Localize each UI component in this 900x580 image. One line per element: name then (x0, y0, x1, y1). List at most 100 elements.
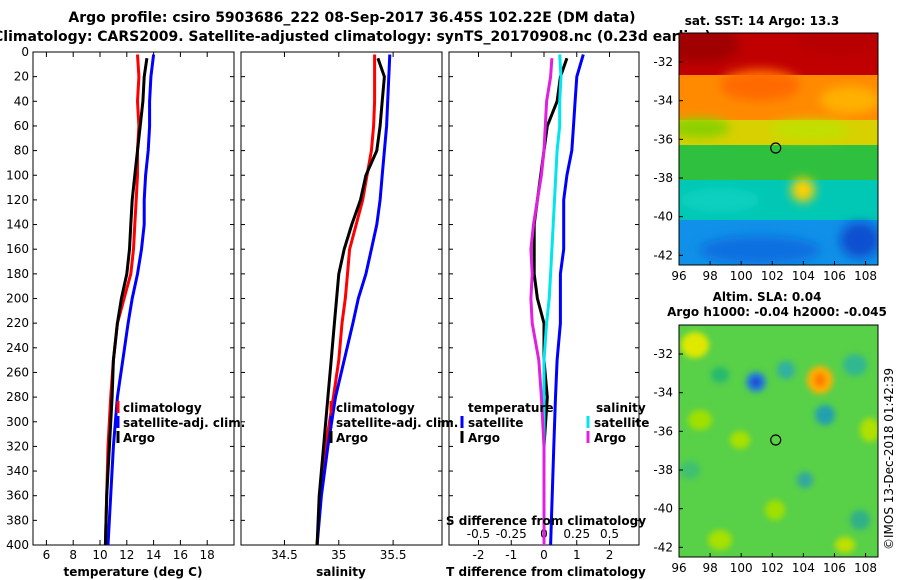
legend-label-argo: Argo (336, 431, 368, 445)
depth-tick-label: 180 (6, 267, 29, 281)
map-y-tick-label: -36 (653, 424, 673, 438)
depth-tick-label: 40 (14, 94, 29, 108)
map-x-tick-label: 100 (730, 561, 753, 575)
salinity-panel-frame (240, 51, 443, 546)
x-tick-label: -2 (472, 548, 484, 562)
depth-tick-label: 60 (14, 119, 29, 133)
map-x-tick-label: 106 (823, 561, 846, 575)
x-tick-label: 0 (540, 548, 548, 562)
x-tick-label: 14 (146, 548, 161, 562)
map-y-tick-label: -32 (653, 347, 673, 361)
depth-tick-label: 120 (6, 193, 29, 207)
depth-tick-label: 380 (6, 513, 29, 527)
map-x-tick-label: 104 (792, 561, 815, 575)
legend-label-s-satellite: satellite (594, 416, 649, 430)
legend-label-satellite-adj: satellite-adj. clim. (123, 416, 245, 430)
depth-tick-label: 160 (6, 242, 29, 256)
x-tick-label: 18 (200, 548, 215, 562)
map-x-tick-label: 102 (761, 269, 784, 283)
depth-tick-label: 140 (6, 218, 29, 232)
salinity-panel: 34.5 35 35.5 (271, 52, 406, 562)
series-line-satellite-adj-clim- (315, 54, 392, 546)
t-difference-axis-label: T difference from climatology (446, 565, 646, 579)
x-tick-label: 2 (606, 548, 614, 562)
sla-map-title: Altim. SLA: 0.04 (713, 290, 822, 304)
map-y-tick-label: -36 (653, 132, 673, 146)
s-diff-tick-label: 0.25 (563, 527, 590, 541)
x-tick-label: 16 (173, 548, 188, 562)
x-tick-label: 35 (331, 548, 346, 562)
depth-tick-label: 300 (6, 415, 29, 429)
map-x-tick-label: 102 (761, 561, 784, 575)
x-tick-label: 6 (43, 548, 51, 562)
map-y-tick-label: -40 (653, 210, 673, 224)
sla-profile-marker (770, 434, 782, 446)
depth-tick-label: 200 (6, 292, 29, 306)
sst-profile-marker (770, 142, 782, 154)
sst-map-field (679, 33, 878, 265)
series-line-argo (315, 57, 386, 546)
map-x-tick-label: 100 (730, 269, 753, 283)
salinity-axis-label: salinity (316, 565, 366, 579)
map-y-tick-label: -34 (653, 94, 673, 108)
x-tick-label: 34.5 (271, 548, 298, 562)
depth-tick-label: 400 (6, 538, 29, 552)
title-line-2: Climatology: CARS2009. Satellite-adjuste… (0, 29, 711, 45)
x-tick-label: 35.5 (380, 548, 407, 562)
title-line-1: Argo profile: csiro 5903686_222 08-Sep-2… (68, 10, 635, 26)
depth-axis: 0 20 40 60 80 100 120 140 160 180 200 220 240 260 280 3… (6, 45, 639, 552)
x-tick-label: 8 (69, 548, 77, 562)
s-diff-tick-label: -0.5 (467, 527, 490, 541)
temperature-panel: 6 8 10 12 14 16 18 (43, 52, 215, 562)
map-y-tick-label: -40 (653, 502, 673, 516)
s-diff-tick-label: 0.5 (600, 527, 619, 541)
series-line-salinity-argo (529, 58, 554, 545)
x-tick-label: 10 (92, 548, 107, 562)
s-diff-tick-label: -0.25 (496, 527, 527, 541)
legend-label-climatology: climatology (123, 401, 202, 415)
series-line-temperature-argo (532, 57, 569, 545)
map-x-tick-label: 104 (792, 269, 815, 283)
sla-map-axes: 96 98 100 102 104 106 108 -32 -34 -36 -38 -40 -42 (653, 347, 877, 575)
depth-tick-label: 80 (14, 144, 29, 158)
legend-label-t-satellite: satellite (468, 416, 523, 430)
legend-label-climatology: climatology (336, 401, 415, 415)
depth-tick-label: 360 (6, 489, 29, 503)
map-x-tick-label: 98 (702, 269, 717, 283)
x-tick-label: 12 (119, 548, 134, 562)
map-x-tick-label: 106 (823, 269, 846, 283)
depth-tick-label: 100 (6, 168, 29, 182)
x-tick-label: -1 (505, 548, 517, 562)
x-tick-label: 1 (573, 548, 581, 562)
map-y-tick-label: -34 (653, 386, 673, 400)
depth-tick-label: 280 (6, 390, 29, 404)
temperature-axis-label: temperature (deg C) (64, 565, 203, 579)
sst-map-title: sat. SST: 14 Argo: 13.3 (685, 14, 839, 28)
map-x-tick-label: 108 (854, 269, 877, 283)
depth-tick-label: 260 (6, 365, 29, 379)
series-line-argo (103, 57, 149, 546)
map-y-tick-label: -38 (653, 171, 673, 185)
depth-tick-label: 320 (6, 439, 29, 453)
legend-label-t-argo: Argo (468, 431, 500, 445)
map-x-tick-label: 98 (702, 561, 717, 575)
sst-map-axes: 96 98 100 102 104 106 108 -32 -34 -36 -38 -40 -42 (653, 55, 877, 283)
depth-tick-label: 240 (6, 341, 29, 355)
series-line-satellite-adj-clim- (106, 54, 156, 546)
temperature-legend: climatology satellite-adj. clim. Argo (116, 401, 245, 445)
map-x-tick-label: 96 (671, 561, 686, 575)
sla-map-field (679, 325, 878, 557)
legend-label-satellite-adj: satellite-adj. clim. (336, 416, 458, 430)
difference-panel: -2 -1 0 1 2-0.5 -0.25 0 0.25 0.5 (467, 52, 619, 562)
map-y-tick-label: -42 (653, 540, 673, 554)
map-x-tick-label: 108 (854, 561, 877, 575)
map-y-tick-label: -42 (653, 248, 673, 262)
legend-label-argo: Argo (123, 431, 155, 445)
map-y-tick-label: -32 (653, 55, 673, 69)
depth-tick-label: 220 (6, 316, 29, 330)
legend-label-s-argo: Argo (594, 431, 626, 445)
sst-map-frame (678, 32, 879, 266)
legend-heading-temperature: temperature (468, 401, 553, 415)
series-line-temperature-satellite (549, 54, 585, 546)
